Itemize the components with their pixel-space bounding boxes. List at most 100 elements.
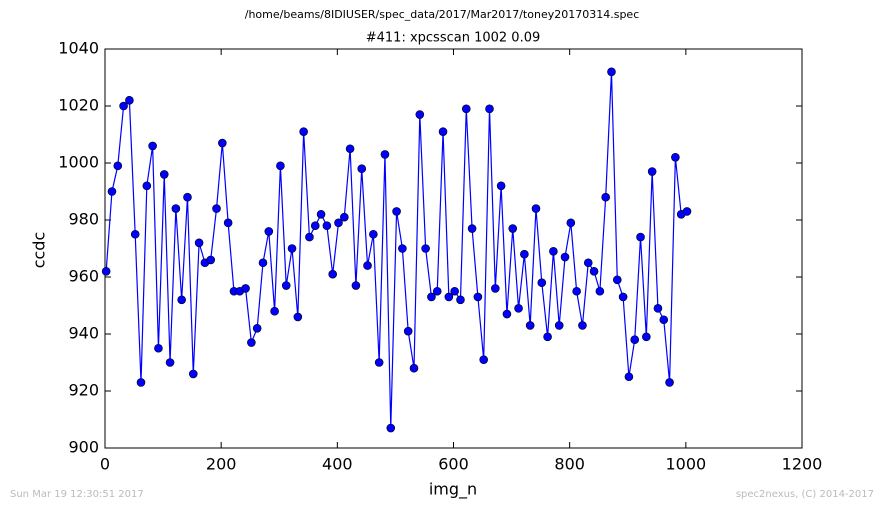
data-point	[299, 127, 308, 136]
data-point	[618, 292, 628, 302]
data-point	[258, 258, 268, 268]
data-point	[165, 358, 175, 367]
data-point	[514, 304, 523, 313]
y-tick-label: 1000	[58, 153, 99, 172]
data-point	[345, 144, 355, 154]
data-point	[409, 363, 419, 373]
data-point	[659, 315, 669, 325]
data-point	[392, 207, 401, 216]
plot-frame	[104, 48, 803, 449]
data-point	[508, 224, 518, 233]
data-point	[334, 218, 343, 228]
data-point	[427, 292, 436, 302]
data-point	[543, 332, 552, 342]
data-point	[421, 244, 430, 253]
data-point	[310, 221, 320, 230]
data-point	[241, 284, 250, 293]
data-point	[624, 372, 634, 382]
y-tick-label: 1020	[58, 96, 99, 115]
data-point	[159, 170, 169, 179]
data-point	[398, 244, 407, 253]
data-point	[525, 321, 535, 330]
data-point	[496, 181, 506, 191]
data-point	[485, 104, 494, 114]
data-point	[206, 255, 216, 265]
x-tick-label: 0	[100, 455, 110, 474]
data-point	[537, 278, 547, 288]
data-point	[566, 218, 576, 228]
data-point	[305, 232, 314, 242]
data-point	[636, 232, 645, 242]
footer-right: spec2nexus, (C) 2014-2017	[736, 489, 874, 500]
x-tick-label: 1200	[782, 455, 823, 474]
y-tick-label: 1040	[58, 39, 99, 58]
data-point	[316, 210, 326, 219]
y-tick-label: 940	[68, 324, 99, 343]
data-point	[589, 266, 599, 276]
data-point	[479, 355, 489, 364]
suptitle: /home/beams/8IDIUSER/spec_data/2017/Mar2…	[245, 8, 640, 21]
data-point	[473, 292, 483, 302]
x-tick-label: 800	[554, 455, 585, 474]
x-axis-label: img_n	[429, 480, 477, 500]
y-tick-label: 960	[68, 267, 99, 286]
data-point	[270, 306, 279, 316]
y-tick-label: 900	[68, 438, 99, 457]
data-point	[682, 207, 692, 216]
data-point	[340, 212, 349, 222]
data-point	[502, 309, 512, 319]
data-point	[601, 192, 610, 202]
data-point	[148, 141, 157, 151]
data-point	[374, 358, 384, 367]
data-point	[293, 312, 303, 322]
data-point	[642, 332, 651, 342]
data-point	[212, 204, 221, 213]
data-point	[630, 335, 640, 345]
x-tick-label: 400	[322, 455, 353, 474]
data-point	[357, 164, 367, 173]
data-point	[101, 266, 111, 276]
data-point	[572, 286, 581, 296]
y-axis-label: ccdc	[30, 232, 49, 269]
data-point	[403, 326, 413, 336]
data-point	[113, 161, 123, 171]
y-tick-label: 920	[68, 381, 99, 400]
data-point	[130, 229, 140, 239]
data-point	[612, 275, 622, 285]
data-point	[560, 252, 570, 262]
data-point	[183, 192, 192, 202]
data-point	[125, 96, 134, 105]
data-point	[107, 187, 117, 196]
data-point	[369, 229, 378, 239]
data-point	[171, 204, 181, 213]
data-point	[136, 378, 146, 387]
data-point	[461, 104, 471, 114]
data-point	[281, 281, 291, 290]
data-point	[363, 261, 372, 270]
data-point	[607, 67, 616, 77]
data-point	[520, 249, 529, 259]
data-point	[432, 286, 442, 296]
data-point	[119, 101, 128, 111]
data-point	[549, 247, 558, 256]
data-point	[554, 321, 564, 330]
data-point	[653, 304, 663, 313]
data-point	[194, 238, 204, 248]
x-tick-label: 200	[206, 455, 237, 474]
data-point	[287, 244, 297, 253]
data-point	[177, 295, 186, 305]
data-point	[380, 150, 390, 159]
data-point	[531, 204, 541, 213]
data-point	[142, 181, 152, 191]
data-point	[328, 269, 337, 279]
data-point	[595, 286, 605, 296]
data-point	[351, 281, 361, 290]
data-point	[491, 284, 500, 293]
data-point	[154, 343, 163, 353]
data-point	[438, 127, 448, 136]
data-point	[467, 224, 477, 233]
data-point	[223, 218, 233, 228]
data-point	[247, 338, 256, 347]
data-point	[665, 378, 674, 387]
